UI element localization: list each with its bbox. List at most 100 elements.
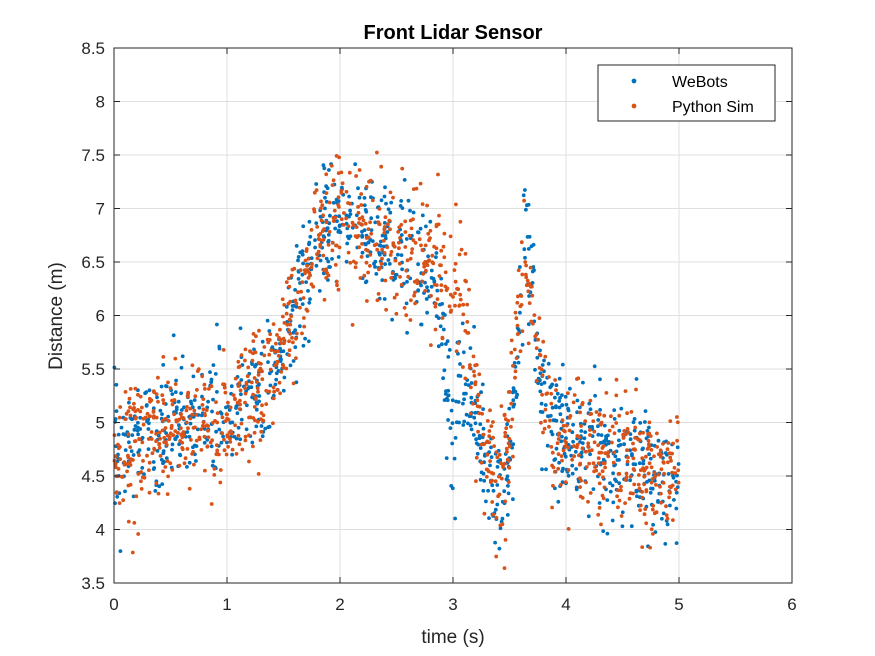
data-point <box>318 258 323 263</box>
data-point <box>466 331 471 335</box>
data-point <box>536 337 540 342</box>
data-point <box>438 263 442 268</box>
data-point <box>397 240 401 245</box>
data-point <box>449 308 453 313</box>
data-point <box>390 317 394 322</box>
data-point <box>222 385 227 390</box>
data-point <box>247 415 251 420</box>
data-point <box>301 343 306 348</box>
legend-marker-webots <box>631 78 637 84</box>
data-point <box>320 203 325 208</box>
data-point <box>471 354 476 359</box>
data-point <box>637 486 642 491</box>
data-point <box>666 472 671 476</box>
data-point <box>282 321 287 325</box>
data-point <box>449 484 454 488</box>
data-point <box>505 422 509 427</box>
data-point <box>620 524 625 529</box>
data-point <box>375 298 380 303</box>
data-point <box>485 452 490 457</box>
data-point <box>572 444 576 448</box>
data-point <box>462 397 466 402</box>
data-point <box>642 512 647 517</box>
data-point <box>323 206 327 211</box>
data-point <box>487 429 492 433</box>
data-point <box>512 388 516 393</box>
data-point <box>618 443 623 447</box>
data-point <box>271 322 276 326</box>
data-point <box>243 434 248 439</box>
data-point <box>540 373 545 378</box>
data-point <box>566 391 570 396</box>
data-point <box>351 223 356 228</box>
data-point <box>511 364 515 368</box>
data-point <box>578 485 582 489</box>
data-point <box>538 378 542 383</box>
data-point <box>525 278 530 283</box>
data-point <box>429 284 434 289</box>
data-point <box>300 331 304 336</box>
data-point <box>309 265 314 270</box>
data-point <box>433 327 438 332</box>
data-point <box>388 253 393 257</box>
data-point <box>583 430 588 434</box>
data-point <box>654 483 658 487</box>
data-point <box>348 260 353 265</box>
data-point <box>578 410 582 415</box>
data-point <box>553 469 557 474</box>
data-point <box>298 250 303 255</box>
data-point <box>570 430 575 435</box>
data-point <box>506 491 511 496</box>
data-point <box>538 353 543 358</box>
data-point <box>431 261 436 266</box>
data-point <box>521 193 526 198</box>
data-point <box>588 428 592 432</box>
data-point <box>327 265 331 269</box>
data-point <box>128 405 132 410</box>
data-point <box>504 477 509 482</box>
data-point <box>571 439 575 444</box>
data-point <box>206 424 211 428</box>
data-point <box>542 358 546 363</box>
data-point <box>526 289 531 294</box>
data-point <box>623 477 628 482</box>
data-point <box>369 216 374 221</box>
data-point <box>513 369 518 374</box>
data-point <box>226 400 230 405</box>
data-point <box>192 462 196 467</box>
data-point <box>435 288 440 293</box>
data-point <box>633 436 637 440</box>
data-point <box>277 380 282 385</box>
data-point <box>566 443 571 447</box>
data-point <box>428 228 433 233</box>
data-point <box>370 239 375 244</box>
data-point <box>326 243 331 247</box>
data-point <box>523 260 528 264</box>
data-point <box>287 284 292 289</box>
data-point <box>280 297 285 302</box>
data-point <box>497 452 502 457</box>
data-point <box>259 424 264 428</box>
data-point <box>214 429 219 434</box>
data-point <box>566 408 571 413</box>
data-point <box>298 297 303 302</box>
data-point <box>170 402 175 407</box>
data-point <box>288 300 293 304</box>
data-point <box>377 267 381 272</box>
data-point <box>523 188 527 192</box>
data-point <box>596 443 600 448</box>
data-point <box>597 501 602 505</box>
data-point <box>239 378 244 382</box>
data-point <box>667 490 672 494</box>
data-point <box>376 220 381 225</box>
data-point <box>446 393 451 398</box>
data-point <box>474 455 479 460</box>
data-point <box>284 311 289 316</box>
data-point <box>328 213 332 218</box>
data-point <box>336 195 341 200</box>
data-point <box>658 454 663 459</box>
data-point <box>643 420 647 424</box>
data-point <box>177 423 181 427</box>
data-point <box>403 219 408 224</box>
data-point <box>406 274 411 279</box>
